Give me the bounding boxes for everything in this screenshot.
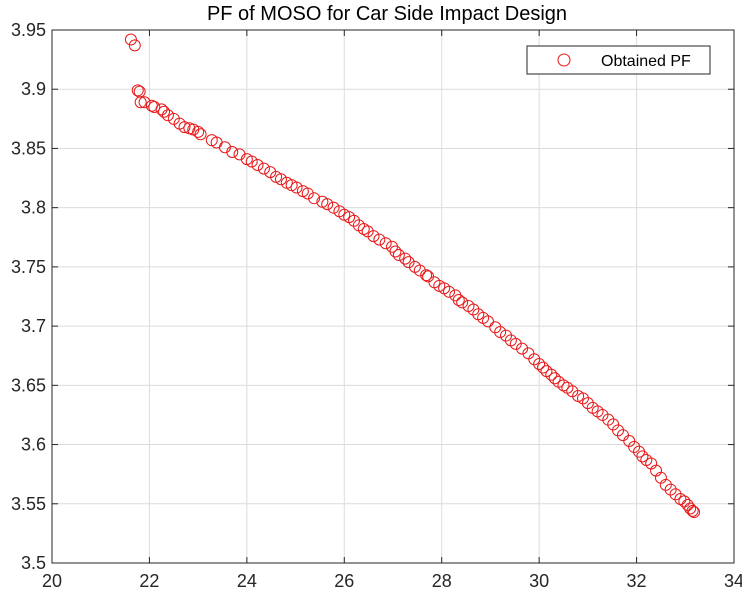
data-point — [134, 96, 147, 109]
data-point — [178, 121, 191, 134]
data-point — [257, 162, 270, 175]
data-point — [489, 321, 502, 334]
x-tick-label: 32 — [627, 571, 647, 591]
data-point — [576, 392, 589, 405]
data-point — [481, 315, 494, 328]
x-tick-label: 34 — [724, 571, 742, 591]
y-tick-label: 3.7 — [21, 316, 46, 336]
data-point — [602, 413, 615, 426]
plot-area — [52, 30, 734, 563]
x-tick-label: 24 — [237, 571, 257, 591]
data-point — [420, 269, 433, 282]
data-point — [452, 294, 465, 307]
x-tick-label: 22 — [139, 571, 159, 591]
x-tick-label: 20 — [42, 571, 62, 591]
data-point — [467, 303, 480, 316]
y-tick-label: 3.85 — [11, 138, 46, 158]
y-tick-label: 3.8 — [21, 198, 46, 218]
data-point — [413, 264, 426, 277]
x-tick-label: 28 — [432, 571, 452, 591]
data-point — [348, 214, 361, 227]
data-point — [456, 296, 469, 309]
data-point — [628, 440, 641, 453]
data-point — [389, 245, 402, 258]
data-point — [131, 84, 144, 97]
grid-lines — [52, 30, 734, 563]
y-tick-label: 3.5 — [21, 553, 46, 573]
data-point — [357, 222, 370, 235]
data-point — [581, 397, 594, 410]
legend[interactable]: Obtained PF — [526, 45, 711, 75]
data-point — [688, 506, 701, 519]
data-point — [684, 502, 697, 515]
chart-title: PF of MOSO for Car Side Impact Design — [207, 3, 567, 25]
y-tick-label: 3.95 — [11, 20, 46, 40]
data-point — [612, 424, 625, 437]
data-point — [509, 337, 522, 350]
y-tick-label: 3.6 — [21, 435, 46, 455]
data-point — [399, 252, 412, 265]
y-tick-label: 3.55 — [11, 494, 46, 514]
data-point — [669, 488, 682, 501]
axis-ticks: 20 22 24 26 28 30 32 34 3.5 3.55 3.6 3.65 3.7 3.75 3.8… — [11, 20, 742, 591]
x-tick-label: 26 — [334, 571, 354, 591]
data-point — [274, 173, 287, 186]
data-point — [402, 256, 415, 269]
data-point — [128, 39, 141, 52]
x-tick-label: 30 — [529, 571, 549, 591]
data-point — [367, 230, 380, 243]
data-point — [245, 155, 258, 168]
data-point — [392, 249, 405, 262]
data-point — [659, 478, 672, 491]
data-point — [194, 128, 207, 141]
data-point — [226, 145, 239, 158]
data-point — [138, 96, 151, 109]
legend-marker — [557, 53, 571, 67]
data-point — [636, 450, 649, 463]
data-point — [664, 483, 677, 496]
data-point — [373, 233, 386, 246]
y-tick-label: 3.75 — [11, 257, 46, 277]
legend-label: Obtained PF — [601, 53, 691, 70]
data-point — [443, 285, 456, 298]
data-point — [158, 105, 171, 118]
data-point — [124, 33, 137, 46]
data-point — [548, 372, 561, 385]
data-point — [301, 187, 314, 200]
plot-border — [51, 29, 735, 564]
data-point — [192, 125, 205, 138]
data-point — [379, 237, 392, 250]
data-points — [124, 33, 701, 519]
data-point — [148, 100, 161, 113]
data-point — [516, 342, 529, 355]
data-point — [251, 159, 264, 172]
data-point — [528, 353, 541, 366]
data-point — [321, 198, 334, 211]
data-point — [545, 368, 558, 381]
data-point — [533, 358, 546, 371]
data-point — [557, 379, 570, 392]
y-tick-label: 3.9 — [21, 79, 46, 99]
data-point — [674, 493, 687, 506]
data-point — [537, 361, 550, 374]
data-point — [500, 329, 513, 342]
data-point — [678, 495, 691, 508]
data-point — [308, 192, 321, 205]
data-point — [290, 181, 303, 194]
data-point — [494, 326, 507, 339]
data-point — [327, 201, 340, 214]
data-point — [686, 504, 699, 517]
y-tick-label: 3.65 — [11, 375, 46, 395]
data-point — [161, 109, 174, 122]
